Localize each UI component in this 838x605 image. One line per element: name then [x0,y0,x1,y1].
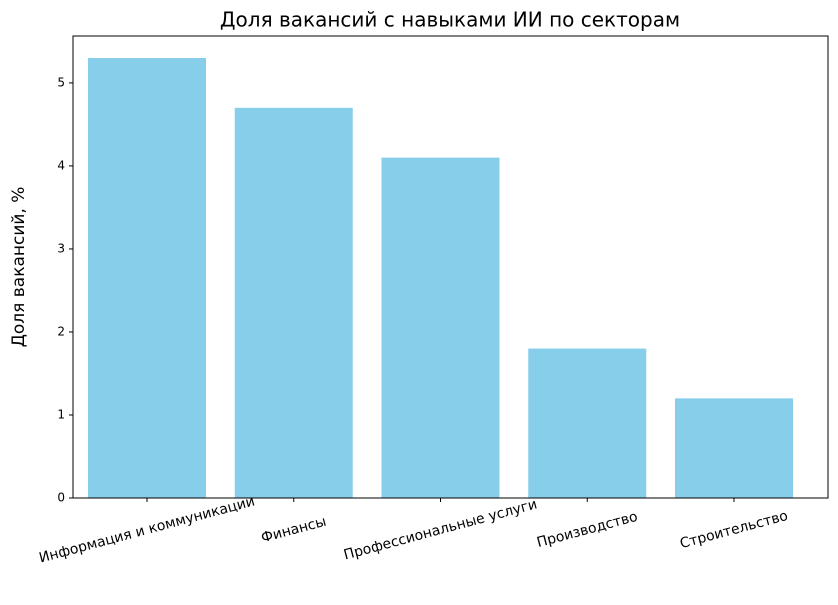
x-tick-label: Производство [535,509,639,551]
x-tick-label: Информация и коммуникации [37,493,256,566]
y-tick-label: 0 [57,491,65,505]
bar [528,348,647,498]
y-tick-label: 3 [57,241,65,255]
y-axis-label: Доля вакансий, % [9,187,29,348]
plot-frame [72,35,829,499]
chart-title: Доля вакансий с навыками ИИ по секторам [220,8,680,32]
x-tick-label: Строительство [678,508,789,552]
bar [234,107,353,499]
x-tick-label: Финансы [259,514,328,547]
x-tick-label: Профессиональные услуги [342,496,539,563]
bar [88,58,206,498]
bar [381,157,500,499]
y-tick-label: 5 [57,75,65,89]
y-tick-label: 2 [57,324,65,338]
bar [675,398,793,498]
y-tick-label: 1 [57,407,65,421]
y-tick-label: 4 [57,158,65,172]
